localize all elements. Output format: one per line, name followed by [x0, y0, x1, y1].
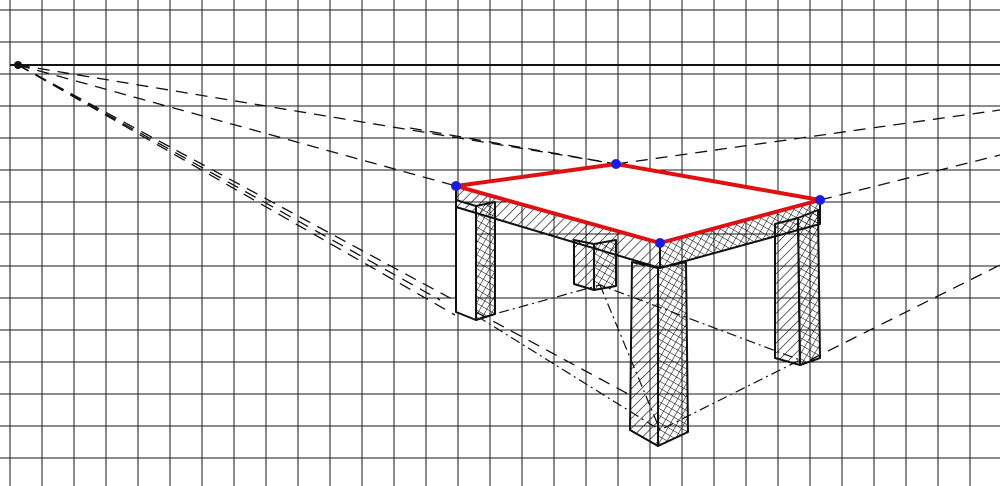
tabletop: [454, 162, 822, 269]
floor-projection: [479, 284, 802, 431]
construction-lines: [17, 64, 1000, 396]
corner-point-left: [451, 181, 461, 191]
leg-back-right-side: [797, 209, 821, 366]
construction-line-5: [17, 64, 456, 316]
construction-line-9: [409, 127, 617, 165]
construction-line-7: [819, 154, 1000, 201]
corner-point-right: [815, 195, 825, 205]
corner-point-back: [611, 159, 621, 169]
table-legs: [455, 199, 821, 447]
leg-back-left: [455, 199, 477, 321]
corner-points: [451, 159, 825, 248]
leg-back-right: [774, 217, 801, 366]
construction-line-6: [615, 109, 1000, 165]
floor-outline: [479, 284, 802, 431]
leg-front-side: [657, 261, 689, 447]
construction-line-3: [17, 64, 441, 301]
construction-line-1: [17, 64, 617, 165]
corner-point-front: [655, 238, 665, 248]
construction-line-2: [17, 64, 457, 187]
construction-line-8: [809, 264, 1000, 361]
floor-diagonal: [599, 284, 661, 431]
construction-line-4: [17, 64, 631, 396]
leg-front: [629, 261, 659, 447]
leg-back-left-side: [475, 201, 496, 321]
